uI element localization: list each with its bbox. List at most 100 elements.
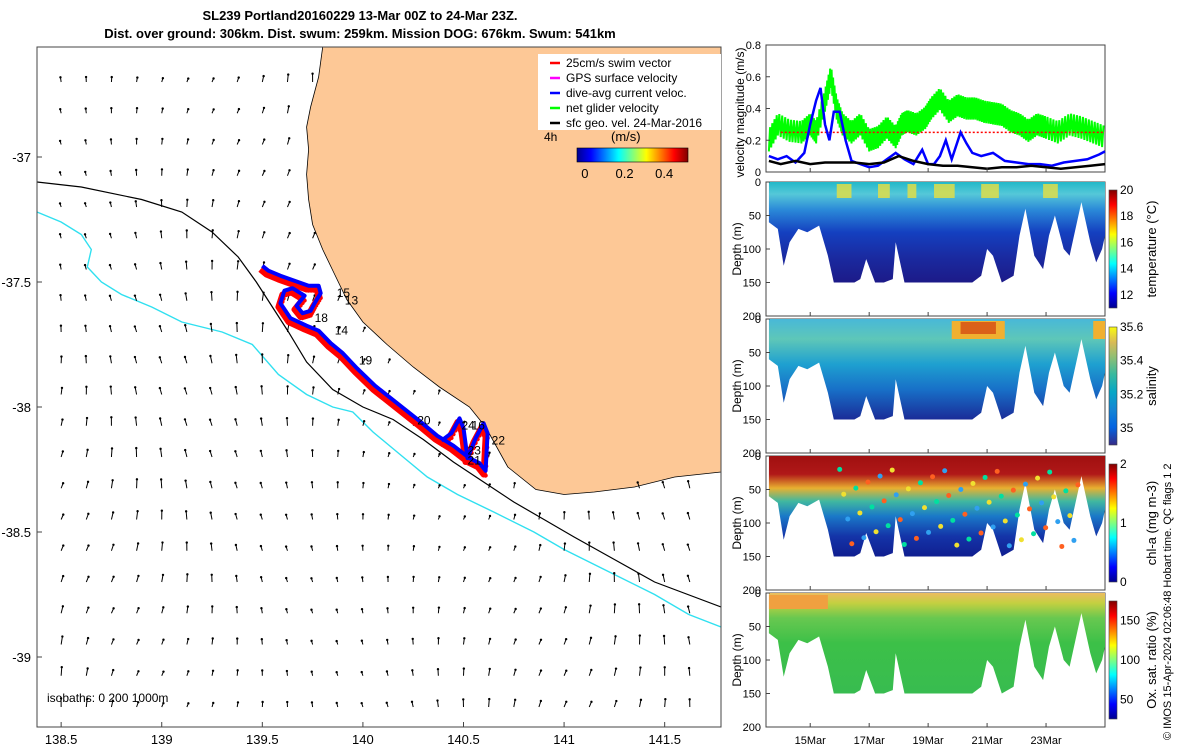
geo-vector-head	[136, 509, 139, 513]
geo-vector-head	[310, 513, 313, 516]
geo-vector-head	[87, 575, 90, 579]
geo-vector-head	[636, 542, 640, 545]
geo-vector-head	[159, 261, 162, 265]
geo-vector-head	[109, 169, 112, 173]
geo-vector	[639, 699, 642, 708]
geo-vector-head	[86, 636, 90, 640]
chl-sample-point	[1035, 475, 1041, 481]
geo-vector-head	[59, 108, 62, 111]
geo-vector-head	[489, 607, 492, 610]
geo-vector-head	[62, 544, 65, 547]
geo-vector-head	[388, 389, 391, 393]
geo-vector-head	[237, 138, 241, 142]
geo-vector-head	[87, 512, 90, 516]
geo-vector-head	[412, 575, 415, 579]
oxygen-colorbar-tick: 50	[1120, 692, 1134, 706]
geo-vector-head	[262, 291, 265, 294]
geo-vector-head	[134, 168, 138, 172]
temperature-panel: 0 50 100 150 200 Depth (m) 12 14 16 18 20 temperatu…	[730, 177, 1159, 323]
geo-vector	[261, 323, 264, 333]
geo-vector-head	[183, 387, 187, 390]
chlorophyll-y-tick-label: 100	[743, 518, 761, 530]
geo-vector	[161, 542, 163, 551]
geo-vector	[110, 480, 114, 489]
isobath-label: isobaths: 0 200 1000m	[47, 691, 168, 705]
geo-vector	[613, 604, 616, 614]
geo-vector	[85, 668, 89, 676]
geo-vector-head	[438, 452, 441, 456]
geo-vector-head	[286, 385, 289, 388]
date-tick-label: 19Mar	[913, 735, 945, 747]
geo-vector-head	[235, 353, 238, 357]
geo-vector-head	[288, 169, 291, 172]
velocity-y-tick-label: 0.8	[746, 40, 761, 52]
geo-vector-head	[565, 669, 568, 672]
geo-vector-head	[588, 541, 591, 544]
gps-fix	[459, 454, 464, 459]
geo-vector-head	[84, 324, 87, 327]
geo-vector-head	[135, 137, 138, 141]
geo-vector-head	[336, 512, 339, 516]
geo-vector-head	[488, 483, 492, 486]
geo-vector-head	[662, 634, 666, 638]
track-day-label: 23	[468, 444, 482, 458]
geo-vector-head	[438, 515, 441, 518]
geo-vector-head	[186, 168, 189, 171]
gps-fix	[331, 348, 336, 353]
chart-title-line2: Dist. over ground: 306km. Dist. swum: 25…	[104, 26, 616, 41]
net-glider-velocity-line	[767, 68, 1105, 152]
geo-vector-head	[287, 73, 290, 76]
geo-vector-head	[663, 666, 666, 669]
track-day-label: 21	[468, 454, 482, 468]
legend-item-label: GPS surface velocity	[566, 71, 677, 85]
geo-vector-head	[661, 481, 664, 484]
geo-vector-head	[161, 541, 164, 544]
geo-vector-head	[160, 168, 164, 171]
geo-vector-head	[539, 607, 543, 610]
gps-fix	[372, 388, 378, 393]
salinity-colorbar-tick: 35.2	[1120, 387, 1144, 401]
geo-vector	[85, 418, 88, 426]
geo-vector-head	[388, 421, 391, 424]
geo-vector	[663, 635, 666, 645]
chl-sample-point	[946, 493, 952, 499]
legend-colorbar-tick: 0	[581, 166, 588, 181]
geo-vector-head	[208, 449, 212, 453]
geo-vector-head	[387, 482, 391, 486]
chl-sample-point	[998, 493, 1004, 499]
geo-vector-head	[184, 479, 187, 482]
geo-vector-head	[386, 607, 389, 610]
geo-vector-head	[209, 542, 213, 545]
geo-vector-head	[284, 545, 288, 548]
geo-vector-head	[111, 511, 115, 514]
geo-vector-head	[310, 639, 313, 643]
oxygen-colorbar	[1108, 600, 1118, 720]
geo-vector-head	[362, 420, 366, 423]
geo-vector-head	[184, 292, 187, 295]
geo-vector-head	[187, 77, 190, 80]
geo-vector-head	[133, 263, 137, 266]
warm-surface-patch	[1043, 184, 1058, 198]
gps-fix	[394, 405, 400, 411]
legend-item-label: sfc geo. vel. 24-Mar-2016	[566, 116, 702, 130]
geo-vector-head	[183, 418, 187, 421]
legend-box	[538, 54, 721, 130]
temperature-colorbar-tick: 20	[1120, 183, 1134, 197]
geo-vector	[688, 637, 691, 645]
chl-sample-point	[922, 505, 928, 511]
geo-vector-head	[463, 606, 466, 610]
geo-vector-head	[212, 199, 215, 202]
geo-vector-head	[60, 386, 64, 390]
chl-sample-point	[982, 474, 988, 480]
geo-vector-head	[285, 416, 289, 420]
geo-vector-head	[133, 325, 137, 328]
geo-vector-head	[687, 636, 690, 639]
geo-vector-head	[211, 605, 214, 608]
geo-vector-head	[639, 698, 643, 702]
geo-vector-head	[565, 700, 568, 703]
temperature-y-tick-label: 150	[743, 278, 761, 290]
geo-vector-head	[211, 669, 215, 672]
geo-vector-head	[589, 604, 592, 607]
geo-vector-head	[388, 358, 391, 361]
geo-vector-head	[637, 572, 640, 575]
